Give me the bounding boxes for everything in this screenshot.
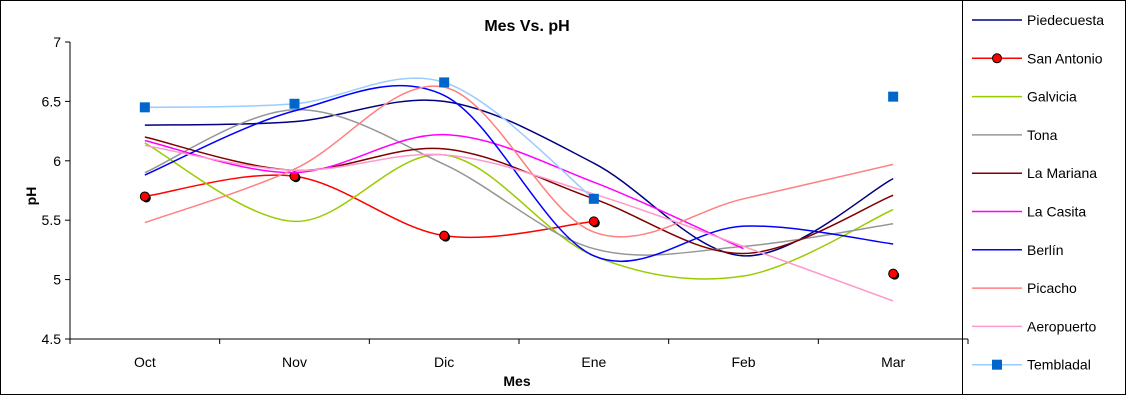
series-line <box>144 144 894 302</box>
y-tick-label: 6.5 <box>42 93 62 109</box>
x-tick-label: Ene <box>581 354 606 370</box>
series-line <box>144 108 894 256</box>
legend-entry: Aeropuerto <box>972 318 1096 334</box>
x-tick-label: Nov <box>282 354 307 370</box>
series-line <box>144 99 894 257</box>
series-tona <box>144 108 894 256</box>
series-line <box>144 133 744 250</box>
series-aeropuerto <box>144 144 894 302</box>
legend-entry: San Antonio <box>972 50 1103 66</box>
series-layer <box>139 77 900 302</box>
series-san-antonio <box>139 171 900 280</box>
series-line <box>144 77 595 200</box>
legend-entry: Picacho <box>972 280 1077 296</box>
x-tick-label: Mar <box>881 354 905 370</box>
series-picacho <box>144 85 894 238</box>
series-line <box>144 174 594 239</box>
legend-label: Galvicia <box>1027 89 1077 105</box>
data-point <box>289 98 300 109</box>
x-axis-title: Mes <box>503 373 530 389</box>
legend-entry: Piedecuesta <box>972 12 1104 28</box>
data-point <box>588 216 599 227</box>
data-point <box>888 91 899 102</box>
y-tick-label: 6 <box>53 153 61 169</box>
chart-title: Mes Vs. pH <box>484 18 569 35</box>
legend-label: Tona <box>1027 127 1058 143</box>
legend-entry: Tona <box>972 127 1058 143</box>
legend-label: Tembladal <box>1027 357 1091 373</box>
legend-box <box>962 0 1126 395</box>
y-tick-label: 4.5 <box>42 331 62 347</box>
series-galvicia <box>144 142 894 280</box>
data-point <box>439 77 450 88</box>
legend-label: San Antonio <box>1027 50 1103 66</box>
x-tick-label: Feb <box>731 354 755 370</box>
data-point <box>139 191 150 202</box>
legend-label: Berlín <box>1027 242 1064 258</box>
x-tick-label: Dic <box>434 354 454 370</box>
y-axis-title: pH <box>23 187 39 206</box>
y-tick-label: 5 <box>53 272 61 288</box>
legend-entry: Galvicia <box>972 89 1077 105</box>
series-line <box>144 84 894 262</box>
series-tembladal <box>139 77 899 204</box>
data-point <box>888 268 899 279</box>
legend-marker <box>992 359 1002 370</box>
legend-label: Aeropuerto <box>1027 318 1096 334</box>
legend: Piedecuesta San Antonio Galvicia Tona La Mar… <box>972 12 1104 373</box>
legend-label: La Casita <box>1027 204 1086 220</box>
axes: 4.5 5 5.5 6 6.5 7 Oct Nov Dic Ene Feb Mar <box>42 34 969 370</box>
data-point <box>588 193 599 204</box>
data-point <box>289 171 300 182</box>
legend-label: La Mariana <box>1027 165 1097 181</box>
data-point <box>139 102 150 113</box>
legend-entry: La Mariana <box>972 165 1097 181</box>
series-line <box>144 85 894 238</box>
legend-label: Picacho <box>1027 280 1077 296</box>
legend-entry: La Casita <box>972 204 1086 220</box>
legend-marker <box>992 53 1002 64</box>
y-tick-label: 7 <box>53 34 61 50</box>
legend-entry: Tembladal <box>972 357 1091 373</box>
legend-label: Piedecuesta <box>1027 12 1104 28</box>
series-piedecuesta <box>144 99 894 257</box>
series-la-casita <box>144 133 744 250</box>
data-point <box>439 230 450 241</box>
y-tick-label: 5.5 <box>42 212 62 228</box>
series-line <box>144 142 894 280</box>
series-berl-n <box>144 84 894 262</box>
legend-entry: Berlín <box>972 242 1064 258</box>
x-tick-label: Oct <box>134 354 156 370</box>
